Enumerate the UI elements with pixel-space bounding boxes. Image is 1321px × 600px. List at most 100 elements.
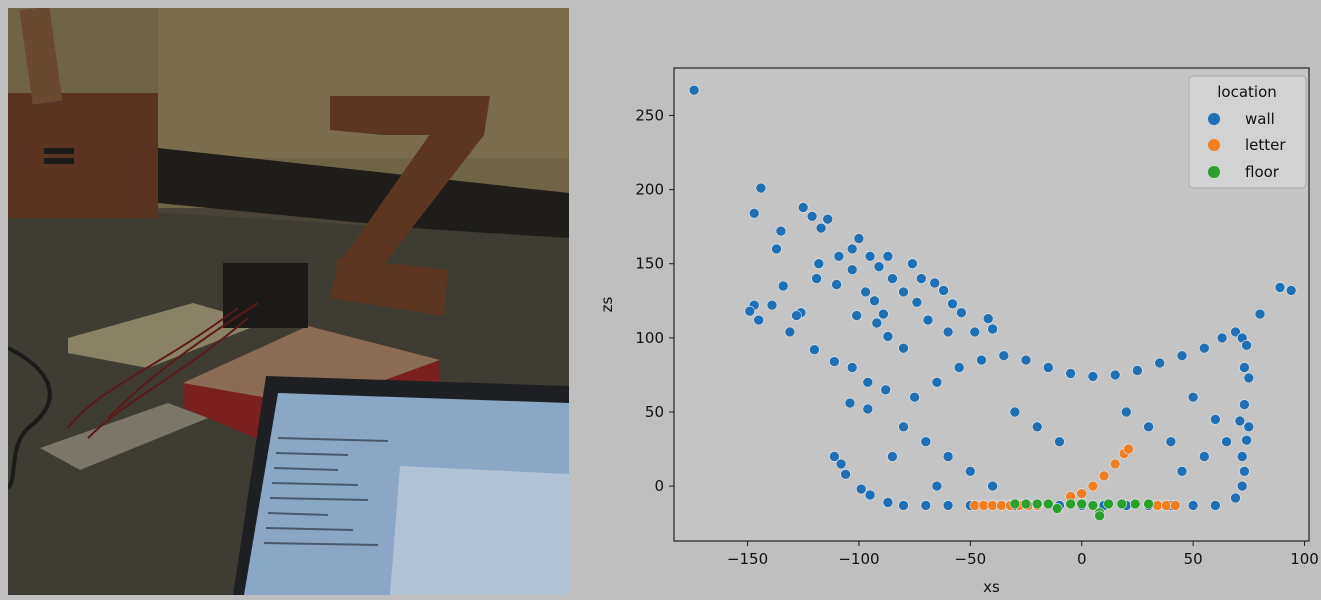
point-wall <box>755 182 767 194</box>
y-axis-label: zs <box>598 296 616 312</box>
legend-label-floor: floor <box>1245 163 1280 181</box>
point-wall <box>1065 368 1076 379</box>
point-wall <box>1132 365 1143 376</box>
point-wall <box>1054 436 1065 448</box>
point-wall <box>1187 500 1199 511</box>
photo-box-label-2 <box>44 158 74 164</box>
point-letter <box>1161 500 1172 511</box>
legend-label-wall: wall <box>1245 110 1275 128</box>
point-wall <box>864 250 876 262</box>
y-tick-label: 200 <box>635 181 664 199</box>
point-wall <box>1236 480 1248 492</box>
point-floor <box>1087 500 1099 511</box>
point-wall <box>969 326 981 338</box>
point-wall <box>898 421 909 433</box>
point-floor <box>1103 498 1114 510</box>
point-wall <box>1243 421 1255 433</box>
point-wall <box>1239 399 1250 410</box>
point-wall <box>880 384 892 396</box>
point-wall <box>766 299 778 311</box>
point-wall <box>887 451 898 462</box>
point-wall <box>947 298 958 310</box>
point-wall <box>1009 406 1021 418</box>
point-letter <box>1169 500 1181 511</box>
point-wall <box>797 202 809 213</box>
point-wall <box>1216 332 1228 344</box>
point-wall <box>851 310 863 321</box>
point-wall <box>882 250 894 262</box>
point-wall <box>920 436 932 448</box>
point-wall <box>1230 326 1241 338</box>
point-wall <box>998 350 1010 362</box>
point-wall <box>822 213 833 225</box>
y-tick-label: 150 <box>635 255 664 273</box>
point-wall <box>1198 342 1210 354</box>
point-wall <box>815 222 827 234</box>
point-wall <box>882 331 894 342</box>
point-wall <box>920 500 932 511</box>
point-wall <box>1210 414 1221 425</box>
point-wall <box>1241 339 1252 351</box>
point-wall <box>862 376 874 388</box>
point-wall <box>748 208 760 219</box>
point-wall <box>1243 372 1255 384</box>
point-wall <box>953 362 965 373</box>
photo-white-book <box>68 303 263 368</box>
point-wall <box>915 273 927 284</box>
photo-wires <box>67 302 259 439</box>
point-floor <box>1116 498 1128 510</box>
x-tick-label: 100 <box>1290 550 1319 568</box>
point-wall <box>1239 465 1250 477</box>
photo-baseboard <box>158 148 569 243</box>
point-wall <box>771 243 782 255</box>
point-floor <box>1042 498 1054 510</box>
point-wall <box>1254 308 1266 320</box>
point-letter <box>1123 443 1134 455</box>
point-wall <box>987 480 998 492</box>
point-wall <box>898 286 909 298</box>
point-wall <box>1285 285 1297 296</box>
point-wall <box>1176 465 1188 477</box>
point-wall <box>911 296 923 308</box>
point-wall <box>829 451 840 462</box>
point-wall <box>976 354 987 366</box>
point-wall <box>1210 500 1221 511</box>
point-wall <box>840 468 851 480</box>
point-wall <box>864 489 876 501</box>
point-wall <box>1236 451 1248 462</box>
point-wall <box>987 323 998 335</box>
point-floor <box>1031 498 1043 510</box>
point-letter <box>996 500 1007 511</box>
y-tick-label: 250 <box>635 106 664 124</box>
point-wall <box>1221 436 1232 448</box>
point-wall <box>860 286 871 298</box>
x-tick-label: 0 <box>1077 550 1087 568</box>
point-wall <box>907 258 918 270</box>
point-wall <box>1087 371 1099 382</box>
x-tick-label: −50 <box>955 550 987 568</box>
point-wall <box>1143 421 1154 433</box>
point-floor <box>1051 503 1063 514</box>
point-letter <box>1152 500 1163 511</box>
point-wall <box>898 500 909 511</box>
legend-marker-letter <box>1208 139 1220 151</box>
legend-box <box>1188 75 1307 189</box>
x-axis: −150 −100 −50 0 50 100 <box>727 541 1319 568</box>
photo-breadboard <box>40 403 208 470</box>
point-wall <box>744 305 756 317</box>
photo-wall-light <box>158 8 569 158</box>
point-wall <box>938 285 949 296</box>
point-wall <box>887 273 898 284</box>
point-wall <box>791 310 802 321</box>
point-letter <box>1076 488 1088 499</box>
point-wall <box>1230 492 1241 504</box>
chart-panel: −150 −100 −50 0 50 100 0 50 100 150 200 … <box>580 0 1321 600</box>
photo-box <box>8 93 158 218</box>
point-wall <box>1020 354 1032 366</box>
point-wall <box>777 280 789 292</box>
point-floor <box>1065 498 1076 510</box>
y-axis: 0 50 100 150 200 250 <box>635 106 674 495</box>
point-wall <box>964 465 976 477</box>
point-wall <box>1241 434 1252 446</box>
point-letter <box>1087 480 1099 492</box>
